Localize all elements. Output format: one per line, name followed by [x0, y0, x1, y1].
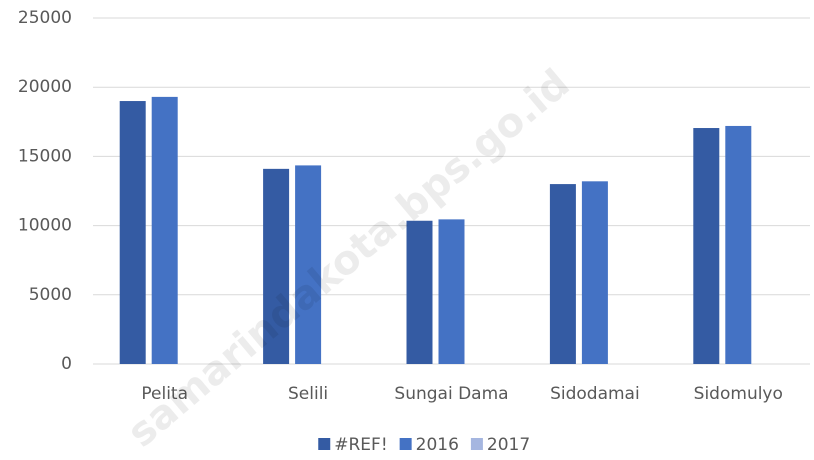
x-tick-label: Pelita — [141, 384, 188, 404]
bar — [295, 165, 322, 364]
bar — [263, 168, 290, 364]
bar — [438, 219, 465, 364]
x-tick-label: Sidomulyo — [694, 384, 783, 404]
y-tick-label: 20000 — [18, 77, 72, 97]
bar — [549, 184, 576, 364]
bar — [151, 96, 178, 364]
y-tick-label: 15000 — [18, 146, 72, 166]
y-tick-label: 25000 — [18, 8, 72, 28]
y-tick-label: 10000 — [18, 216, 72, 236]
bar — [406, 220, 433, 364]
legend-label: 2017 — [487, 435, 530, 455]
bar — [693, 128, 720, 364]
legend-label: 2016 — [416, 435, 459, 455]
watermark: samarindakota.bps.go.id — [119, 60, 579, 456]
x-tick-label: Sungai Dama — [394, 384, 508, 404]
x-tick-label: Sidodamai — [550, 384, 640, 404]
bar — [725, 125, 752, 365]
bar — [119, 101, 146, 364]
y-tick-label: 0 — [61, 354, 72, 374]
y-tick-label: 5000 — [29, 285, 72, 305]
legend-swatch — [470, 438, 483, 450]
legend-swatch — [318, 438, 331, 450]
x-tick-label: Selili — [288, 384, 328, 404]
bar — [581, 181, 608, 364]
legend-swatch — [399, 438, 412, 450]
legend-label: #REF! — [334, 435, 387, 455]
